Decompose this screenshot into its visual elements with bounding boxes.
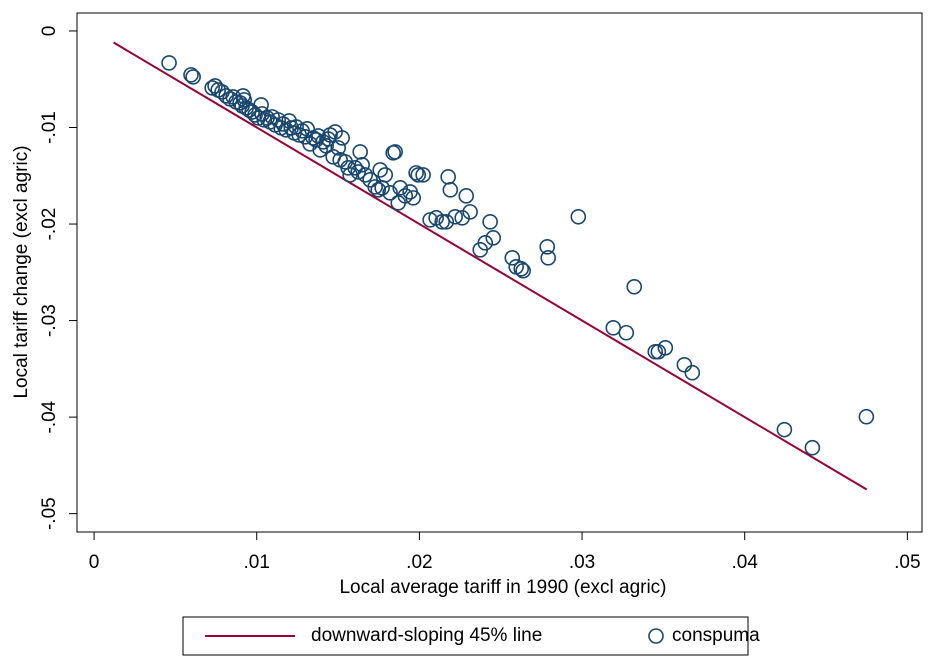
- y-axis-title: Local tariff change (excl agric): [11, 145, 32, 398]
- data-point: [357, 167, 374, 183]
- fit-line: [113, 41, 868, 491]
- data-point: [438, 214, 455, 230]
- y-tick-label: -.01: [39, 111, 60, 144]
- data-point: [485, 230, 502, 246]
- plot-frame: [76, 12, 923, 533]
- data-point: [504, 250, 521, 266]
- data-point: [570, 208, 587, 225]
- data-point: [185, 69, 201, 85]
- x-tick-label: .01: [244, 552, 270, 573]
- y-tick-label: -.03: [39, 304, 60, 337]
- data-point: [676, 356, 693, 373]
- legend-label: conspuma: [672, 625, 760, 646]
- data-point: [382, 185, 398, 201]
- data-point: [454, 210, 470, 226]
- data-point: [330, 140, 347, 156]
- data-point: [626, 278, 643, 295]
- y-tick-label: -.04: [39, 400, 60, 433]
- data-point: [776, 421, 793, 438]
- legend-label: downward-sloping 45% line: [311, 625, 542, 646]
- data-point: [270, 112, 287, 128]
- data-point: [858, 408, 875, 425]
- data-point: [440, 169, 456, 185]
- data-point: [605, 320, 622, 336]
- data-point: [458, 188, 475, 204]
- data-point: [236, 92, 253, 108]
- data-point: [539, 239, 556, 255]
- data-point: [397, 188, 414, 204]
- data-point: [387, 144, 403, 160]
- data-point: [392, 180, 408, 196]
- data-point: [513, 261, 530, 277]
- x-tick-label: .02: [406, 552, 432, 573]
- data-point: [372, 162, 388, 178]
- data-point: [318, 138, 334, 154]
- data-point: [442, 182, 459, 198]
- data-point: [482, 214, 498, 230]
- data-point: [253, 97, 269, 113]
- y-tick-label: -.02: [39, 208, 60, 241]
- legend-marker: [648, 628, 664, 644]
- data-point: [352, 144, 368, 160]
- data-point: [334, 130, 350, 146]
- data-point: [515, 262, 531, 279]
- data-point: [183, 67, 199, 83]
- data-point: [447, 208, 463, 225]
- x-tick-label: .04: [731, 552, 758, 573]
- data-point: [540, 250, 557, 266]
- data-point: [477, 235, 494, 251]
- x-tick-label: .05: [894, 552, 920, 573]
- x-tick-label: .03: [569, 552, 595, 573]
- y-tick-label: 0: [39, 26, 60, 37]
- data-point: [462, 204, 478, 220]
- data-point: [161, 55, 177, 71]
- data-point: [408, 165, 424, 181]
- data-point: [410, 167, 427, 183]
- data-point: [354, 157, 370, 173]
- data-point: [415, 167, 431, 183]
- x-tick-label: 0: [89, 552, 100, 573]
- data-point: [657, 340, 674, 356]
- data-point: [422, 212, 438, 228]
- data-point: [377, 167, 394, 183]
- data-point: [618, 324, 635, 341]
- x-axis-title: Local average tariff in 1990 (excl agric…: [339, 577, 666, 598]
- data-point: [367, 179, 383, 195]
- data-point: [434, 214, 450, 230]
- data-point: [804, 439, 821, 456]
- data-point: [405, 190, 422, 206]
- y-tick-label: -.05: [39, 497, 60, 530]
- data-point: [204, 80, 220, 96]
- data-point: [684, 364, 701, 381]
